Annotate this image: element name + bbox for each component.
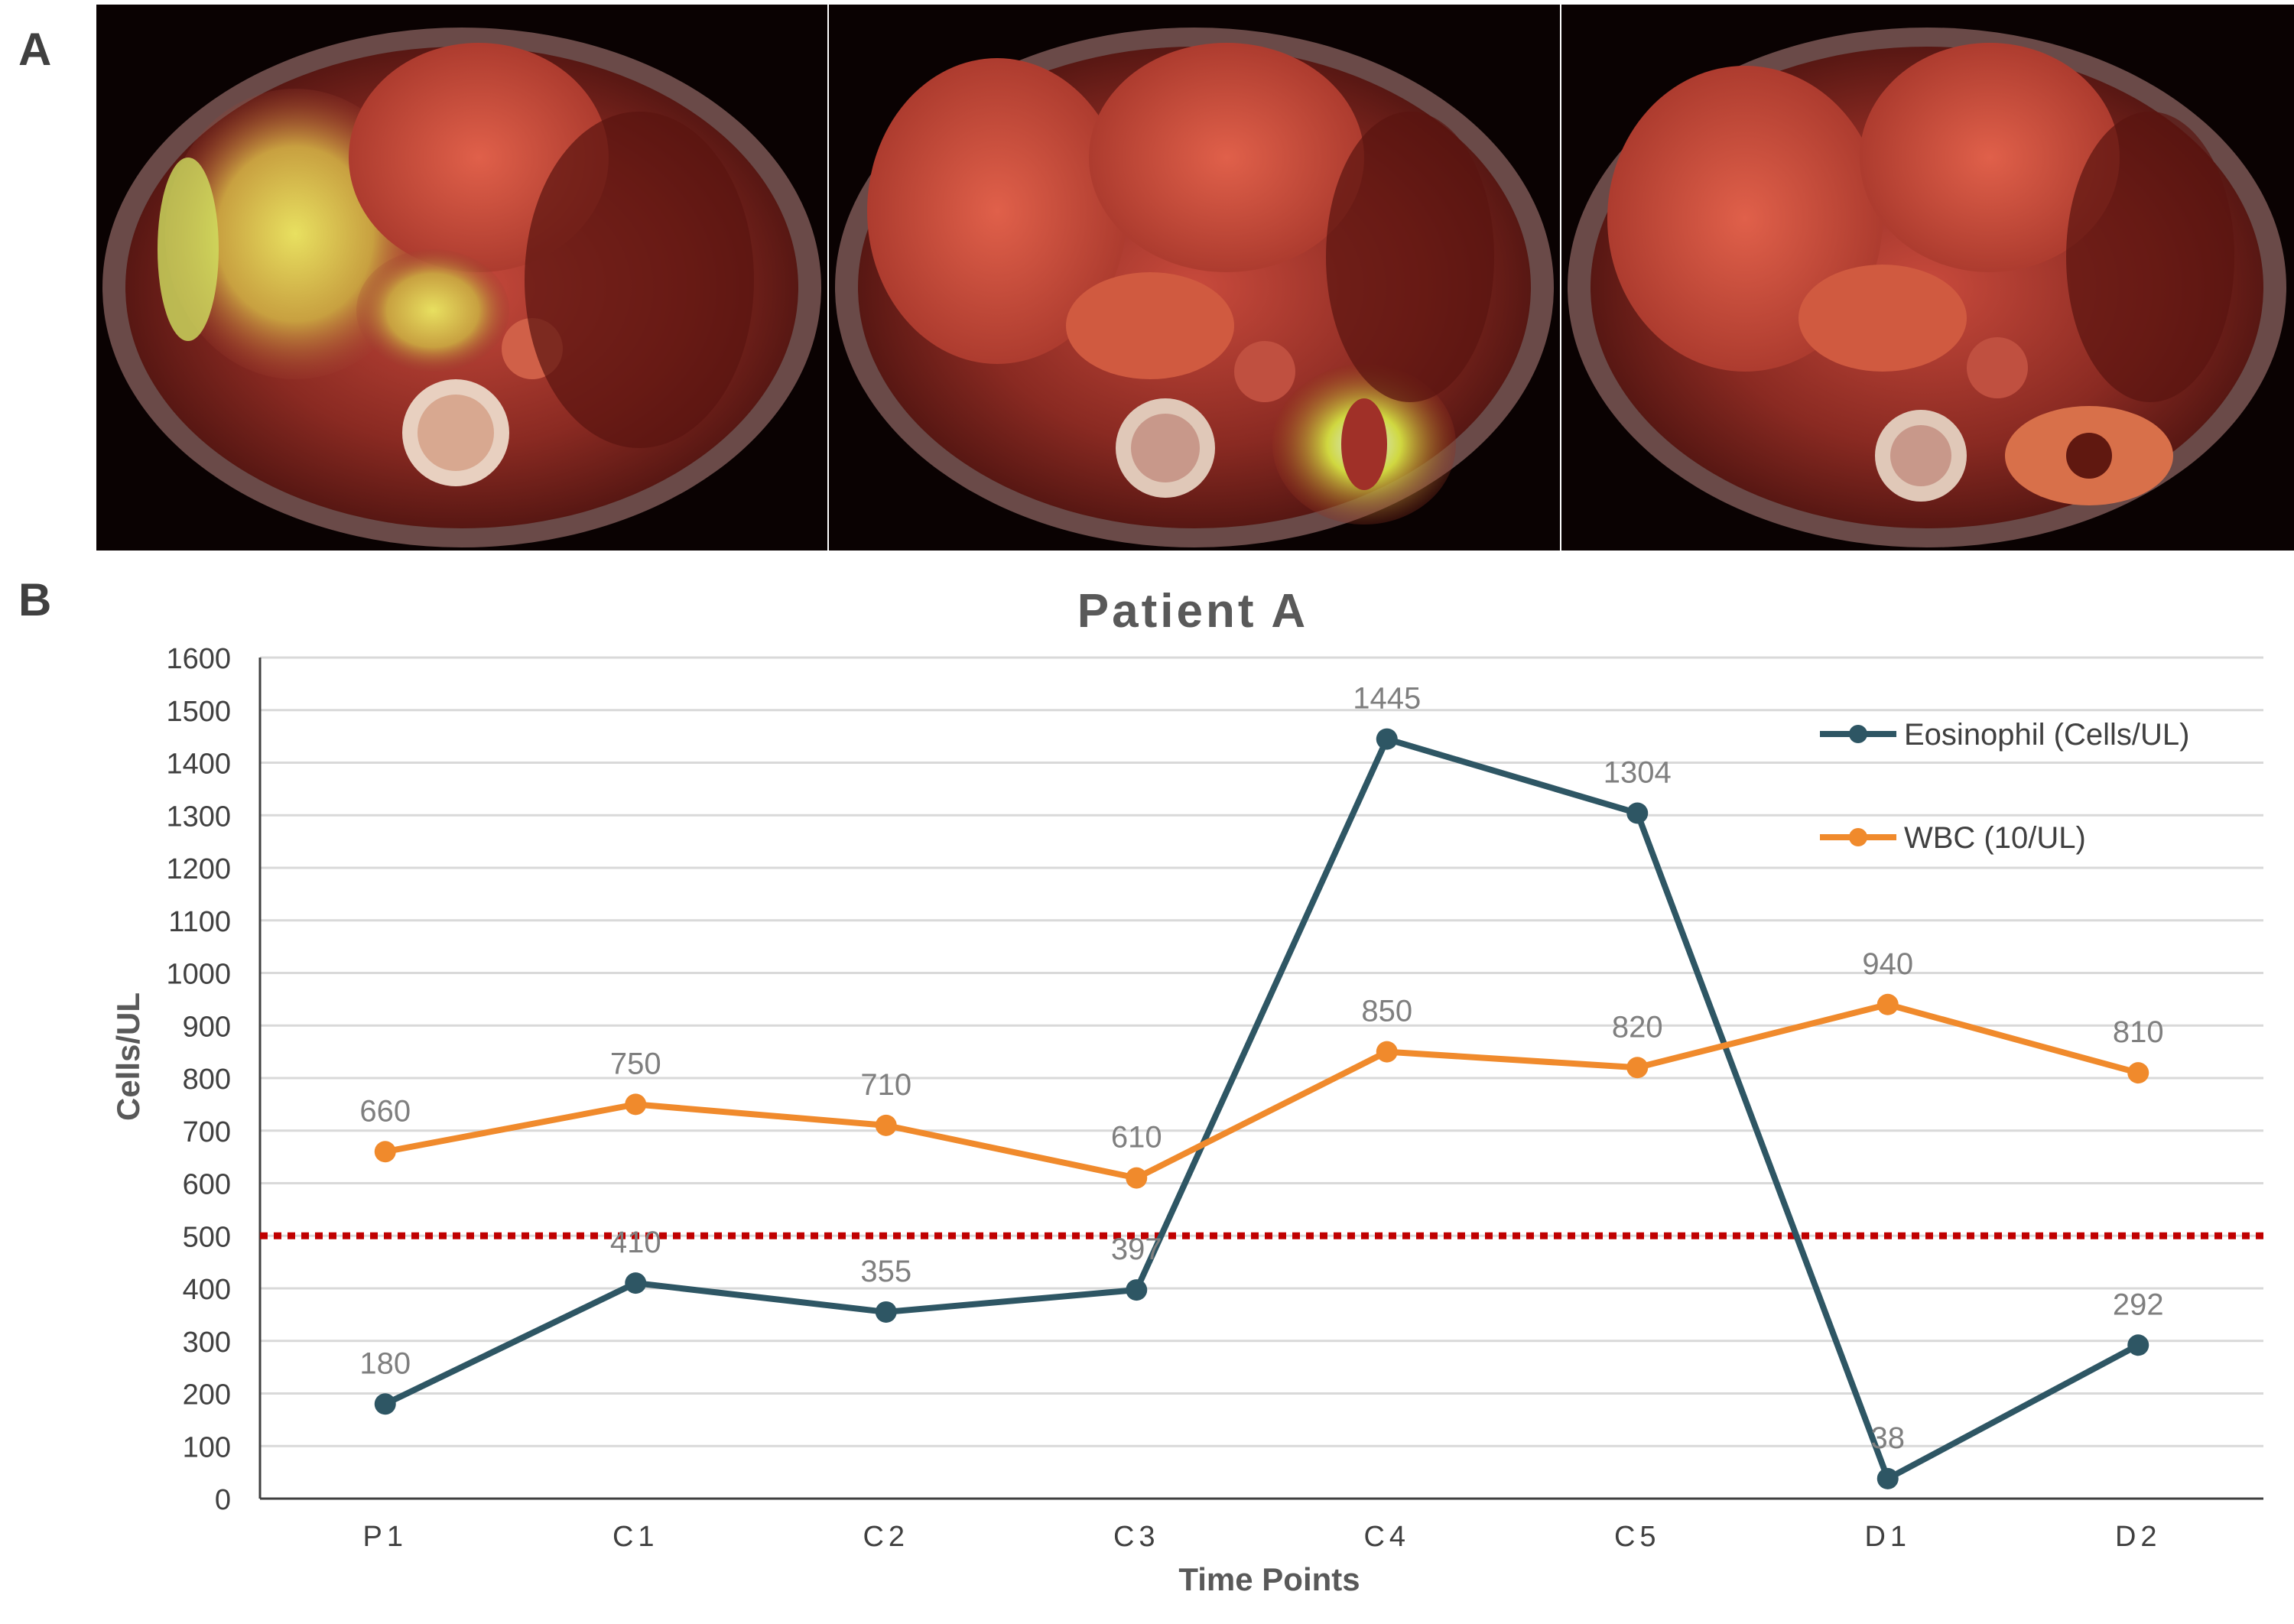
data-point <box>875 1114 897 1136</box>
axes <box>258 658 2263 1500</box>
pet-ct-scan-3 <box>1561 5 2294 551</box>
y-tick-label: 1400 <box>166 749 231 781</box>
y-tick-labels: 0 100 200 300 400 500 600 700 800 900 1000 1100 1200… <box>166 643 231 1516</box>
legend-entry: Eosinophil (Cells/UL) <box>1904 718 2189 752</box>
data-point <box>2127 1334 2149 1356</box>
pet-ct-image-strip <box>96 5 2294 551</box>
y-tick-label: 500 <box>183 1221 231 1253</box>
data-label: 710 <box>860 1068 911 1102</box>
y-tick-label: 100 <box>183 1431 231 1463</box>
x-tick-label: D2 <box>2115 1521 2162 1553</box>
data-label: 1445 <box>1353 682 1421 716</box>
data-point <box>2127 1062 2149 1084</box>
panel-label-a: A <box>18 24 52 75</box>
data-point <box>1126 1279 1148 1301</box>
data-point <box>875 1301 897 1323</box>
y-tick-label: 1000 <box>166 959 231 991</box>
data-point <box>625 1093 647 1116</box>
x-tick-label: C1 <box>612 1521 659 1553</box>
x-axis-label: Time Points <box>1178 1561 1360 1597</box>
data-label: 820 <box>1612 1010 1663 1044</box>
data-point <box>374 1393 396 1415</box>
series-line-1 <box>385 1001 2140 1181</box>
data-label: 397 <box>1111 1233 1162 1266</box>
panel-label-b: B <box>18 574 52 625</box>
x-tick-label: C2 <box>863 1521 909 1553</box>
y-tick-label: 800 <box>183 1064 231 1096</box>
data-point <box>1376 728 1398 750</box>
data-point <box>1876 993 1899 1015</box>
x-tick-label: C5 <box>1614 1521 1661 1553</box>
data-label: 410 <box>610 1226 661 1259</box>
legend-swatch-marker <box>1849 725 1867 743</box>
data-labels: 180 410 355 397 1445 1304 38 292 660 750 710 610 850… <box>359 682 2163 1455</box>
y-tick-label: 1200 <box>166 853 231 885</box>
legend: Eosinophil (Cells/UL) WBC (10/UL) <box>1820 718 2189 855</box>
y-tick-label: 600 <box>183 1169 231 1201</box>
line-chart: Patient A Cells/UL Time Points 0 100 200 30… <box>110 585 2263 1597</box>
data-label: 292 <box>2113 1288 2164 1321</box>
data-point <box>374 1141 396 1163</box>
data-label: 355 <box>860 1255 911 1288</box>
data-point <box>1126 1167 1148 1189</box>
y-tick-label: 400 <box>183 1274 231 1306</box>
x-tick-label: P1 <box>363 1521 408 1553</box>
legend-swatch-marker <box>1849 828 1867 846</box>
x-tick-label: D1 <box>1864 1521 1911 1553</box>
legend-entry: WBC (10/UL) <box>1904 821 2086 855</box>
y-tick-label: 0 <box>215 1484 231 1516</box>
series <box>374 728 2149 1489</box>
data-label: 810 <box>2113 1015 2164 1049</box>
chart-title: Patient A <box>1077 585 1308 638</box>
series-line-0 <box>384 736 2140 1482</box>
data-label: 180 <box>359 1346 411 1380</box>
data-label: 660 <box>359 1094 411 1128</box>
data-label: 750 <box>610 1047 661 1080</box>
data-label: 38 <box>1871 1421 1906 1455</box>
x-tick-label: C3 <box>1113 1521 1160 1553</box>
data-label: 610 <box>1111 1121 1162 1155</box>
data-point <box>1626 1057 1649 1079</box>
y-tick-label: 200 <box>183 1379 231 1411</box>
pet-ct-scan-2 <box>829 5 1560 551</box>
data-label: 1304 <box>1604 756 1672 790</box>
data-point <box>625 1272 647 1294</box>
data-point <box>1626 802 1649 824</box>
data-label: 940 <box>1862 947 1913 981</box>
y-tick-label: 1600 <box>166 643 231 675</box>
pet-ct-scan-1 <box>96 5 827 551</box>
y-tick-label: 1500 <box>166 696 231 728</box>
y-axis-label: Cells/UL <box>110 992 146 1121</box>
x-tick-labels: P1 C1 C2 C3 C4 C5 D1 D2 <box>363 1521 2162 1553</box>
y-tick-label: 1300 <box>166 801 231 833</box>
y-tick-label: 300 <box>183 1327 231 1359</box>
y-tick-label: 900 <box>183 1011 231 1043</box>
x-tick-label: C4 <box>1363 1521 1410 1553</box>
data-point <box>1376 1041 1398 1063</box>
data-point <box>1876 1467 1899 1489</box>
y-tick-label: 1100 <box>168 906 231 938</box>
gridlines <box>260 656 2263 1447</box>
y-tick-label: 700 <box>183 1116 231 1148</box>
data-label: 850 <box>1361 995 1412 1028</box>
